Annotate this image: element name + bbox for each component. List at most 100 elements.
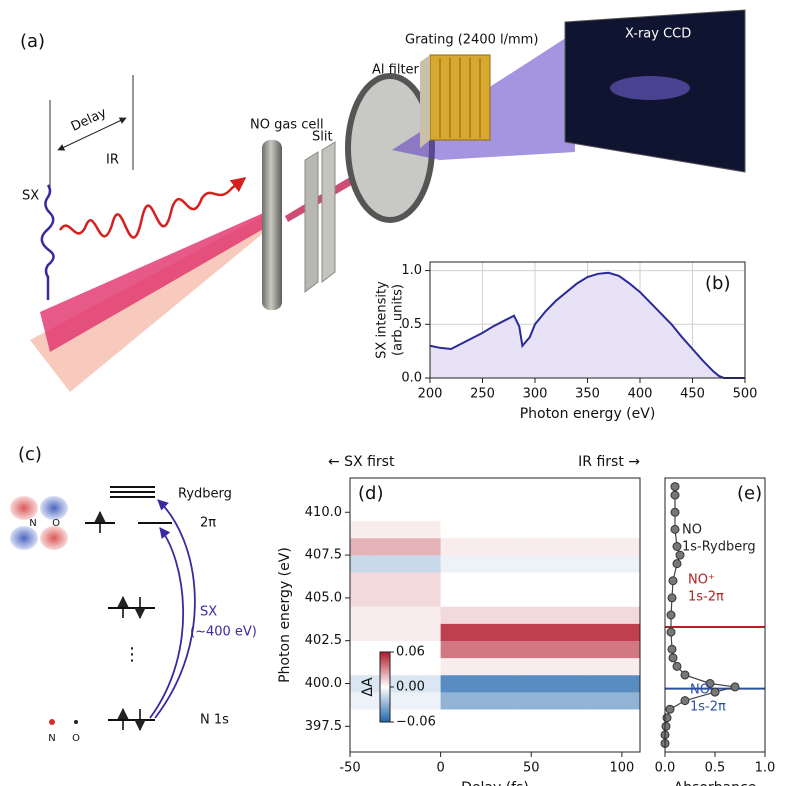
heatmap-cell [585, 709, 605, 727]
heatmap-cell [386, 674, 405, 693]
heatmap-cell [621, 692, 641, 710]
excitation-arrow [154, 499, 196, 719]
heatmap-cell [495, 572, 514, 590]
heatmap-cell [440, 555, 460, 573]
panel-label: (e) [737, 483, 762, 504]
annotation: NO [682, 523, 702, 538]
heatmap-cell [567, 520, 586, 539]
slit-plate [321, 141, 336, 284]
heatmap-cell [422, 657, 441, 676]
heatmap-cell [476, 623, 496, 641]
absorbance-point [672, 542, 682, 551]
heatmap-cell [476, 555, 496, 573]
y-tick-label: 410.0 [305, 505, 342, 520]
heatmap-cell [476, 486, 496, 504]
heatmap-cell [621, 537, 641, 556]
plot-frame [349, 477, 641, 753]
heatmap-cell [531, 572, 550, 590]
heatmap-cell [621, 606, 641, 624]
heatmap-cell [531, 640, 550, 659]
heatmap-cell [350, 692, 369, 710]
heatmap-cell [495, 623, 514, 641]
heatmap-cell [386, 692, 405, 710]
heatmap-cell [513, 674, 532, 693]
absorbance-point [661, 721, 671, 731]
heatmap-cell [603, 692, 623, 710]
absorbance-point [670, 490, 680, 500]
x-tick-label: 350 [575, 387, 600, 402]
heatmap-cell [458, 623, 478, 641]
heatmap-cell [531, 520, 550, 539]
heatmap-cell [495, 606, 514, 624]
heatmap-cell [567, 623, 586, 641]
heatmap-cell [440, 657, 460, 676]
heatmap-cell [404, 503, 423, 522]
heatmap-cell [476, 606, 496, 624]
heatmap-cell [404, 537, 423, 556]
heatmap-cell [603, 640, 623, 659]
heatmap-cell [404, 606, 423, 624]
heatmap-cell [458, 520, 478, 539]
slit-plate [304, 151, 319, 294]
heatmap-cell [495, 503, 514, 522]
heatmap-cell [585, 640, 605, 659]
schematic: (a) Delay SX IR NO gas cell Slit Al filt… [20, 9, 746, 392]
heatmap-cell [585, 606, 605, 624]
absorbance-point [668, 653, 678, 663]
label: SX [22, 189, 39, 204]
heatmap-cell [440, 537, 460, 556]
colorbar-tick-label: 0.00 [396, 680, 425, 695]
heatmap-cell [549, 589, 568, 607]
heatmap-cell [404, 555, 423, 573]
x-tick-label: 1.0 [755, 761, 776, 776]
heatmap-cell [531, 692, 550, 710]
heatmap-cell [368, 555, 387, 573]
heatmap-cell [585, 692, 605, 710]
heatmap-cell [585, 623, 605, 641]
y-tick-label: 402.5 [305, 633, 342, 648]
heatmap-cell [458, 709, 478, 727]
absorbance-point [710, 687, 720, 697]
heatmap-cell [386, 486, 405, 504]
heatmap-cell [350, 640, 369, 659]
x-tick-label: 400 [628, 387, 653, 402]
heatmap-cell [386, 555, 405, 573]
heatmap-cell [458, 606, 478, 624]
heatmap-cell [350, 520, 369, 539]
heatmap-cell [603, 572, 623, 590]
heatmap-cell [368, 572, 387, 590]
panel-label: (c) [18, 444, 42, 465]
heatmap-cell [585, 572, 605, 590]
colorbar-label: ΔA [360, 677, 376, 697]
heatmap-cell [567, 555, 586, 573]
levels [85, 486, 172, 721]
label: Delay [69, 105, 109, 134]
heatmap-cell [549, 692, 568, 710]
heatmap-cell [368, 520, 387, 539]
heatmap-cell [422, 726, 441, 744]
heatmap-cell [621, 640, 641, 659]
heatmap-cell [513, 709, 532, 727]
x-tick-label: 300 [523, 387, 548, 402]
heatmap-cell [513, 503, 532, 522]
heatmap-cell [531, 486, 550, 504]
ir-beam [40, 210, 272, 352]
heatmap-cell [404, 657, 423, 676]
heatmap-cell [422, 674, 441, 693]
heatmap-cell [531, 589, 550, 607]
plot-frame [429, 261, 746, 379]
heatmap-cell [350, 674, 369, 693]
heatmap-cell [404, 589, 423, 607]
level-diagram: (c) N O Rydberg 2π N 1s SX (~400 eV) ⋮ N… [10, 444, 257, 744]
heatmap-cell [531, 606, 550, 624]
plot-frame [664, 477, 766, 753]
heatmap-cell [404, 640, 423, 659]
heatmap-cell [567, 692, 586, 710]
annotation: NO [690, 683, 710, 698]
atom-label: N [29, 518, 36, 529]
heatmap-cell [567, 606, 586, 624]
heatmap-cell [476, 572, 496, 590]
heatmap-cell [404, 572, 423, 590]
heatmap-cell [603, 555, 623, 573]
annotation: 1s-Rydberg [682, 540, 756, 555]
